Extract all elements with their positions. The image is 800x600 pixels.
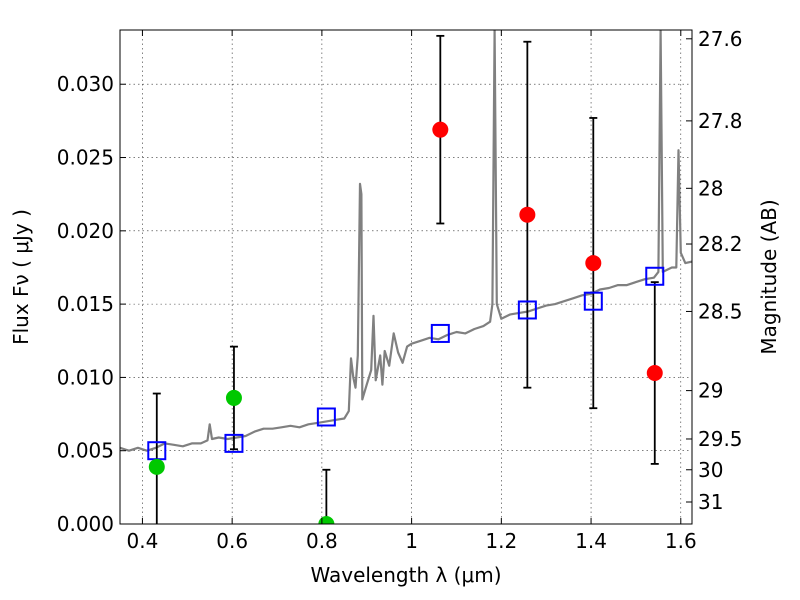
x-tick-label: 0.8 xyxy=(306,529,338,553)
model-spectrum-line xyxy=(120,30,692,452)
y-tick-label: 0.030 xyxy=(57,72,114,96)
model-photometry-square xyxy=(430,323,450,343)
x-tick-label: 1.2 xyxy=(485,529,517,553)
right-tick-label: 28.5 xyxy=(698,299,743,323)
right-tick-label: 29.5 xyxy=(698,427,743,451)
right-tick-label: 31 xyxy=(698,490,723,514)
x-tick-label: 0.4 xyxy=(127,529,159,553)
red-data-point xyxy=(585,255,602,272)
model-photometry-square xyxy=(224,433,244,453)
y-tick-label: 0.000 xyxy=(57,512,114,536)
green-data-point xyxy=(225,389,242,406)
right-tick-label: 29 xyxy=(698,379,723,403)
model-photometry-square xyxy=(517,300,537,320)
y-tick-label: 0.025 xyxy=(57,146,114,170)
grid-lines xyxy=(120,30,692,524)
right-tick-label: 27.6 xyxy=(698,27,743,51)
x-tick-label: 0.6 xyxy=(216,529,248,553)
x-axis-label: Wavelength λ (μm) xyxy=(310,563,501,587)
y-tick-label: 0.005 xyxy=(57,439,114,463)
model-photometry-square xyxy=(316,407,336,427)
model-spectrum-layer xyxy=(120,30,692,452)
model-photometry-square xyxy=(645,266,665,286)
right-tick-label: 30 xyxy=(698,458,723,482)
model-photometry-square xyxy=(583,291,603,311)
y-tick-label: 0.015 xyxy=(57,292,114,316)
y-tick-label: 0.020 xyxy=(57,219,114,243)
red-data-point xyxy=(646,365,663,382)
x-tick-label: 1.4 xyxy=(575,529,607,553)
y-tick-label: 0.010 xyxy=(57,365,114,389)
x-tick-label: 1.6 xyxy=(665,529,697,553)
tick-marks xyxy=(120,30,692,525)
plot-frame xyxy=(119,29,693,525)
x-tick-label: 1 xyxy=(405,529,418,553)
data-points-layer xyxy=(147,34,665,524)
right-tick-label: 27.8 xyxy=(698,109,743,133)
right-tick-label: 28.2 xyxy=(698,232,743,256)
tick-labels: 0.4 0.6 0.8 1 1.2 1.4 1.6 0.000 0.005 0.010 0.015 0… xyxy=(57,27,743,553)
right-axis-label: Magnitude (AB) xyxy=(757,199,781,354)
right-tick-label: 28 xyxy=(698,176,723,200)
red-data-point xyxy=(432,121,449,138)
green-data-point xyxy=(148,458,165,475)
y-axis-label: Flux Fν ( μJy ) xyxy=(9,209,33,345)
red-data-point xyxy=(519,206,536,223)
